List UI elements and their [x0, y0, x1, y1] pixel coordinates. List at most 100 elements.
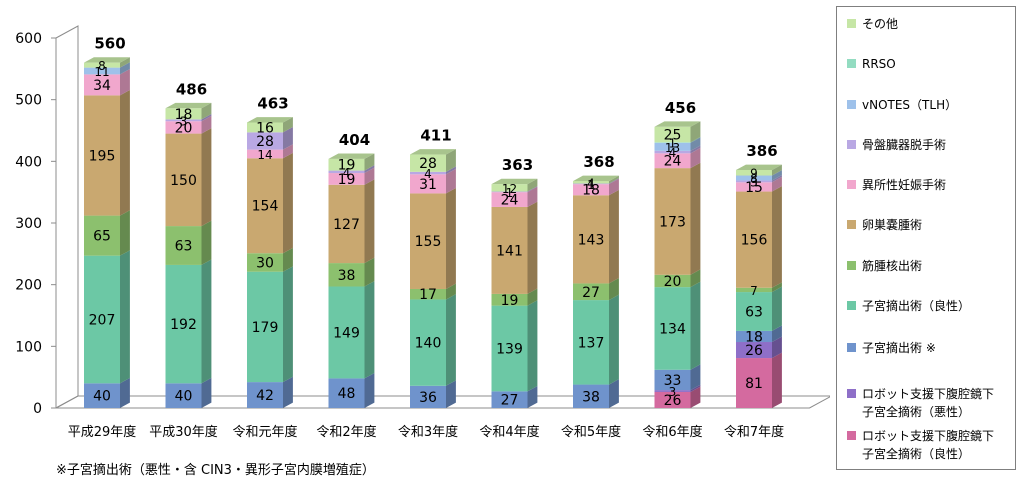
bar-side: [446, 188, 456, 289]
total-label: 404: [339, 131, 370, 149]
data-label: 7: [750, 284, 758, 298]
legend-label: ロボット支援下腹腔鏡下 子宮全摘術（悪性）: [862, 387, 995, 419]
bar-side: [772, 336, 782, 359]
bar-segment: [654, 121, 701, 143]
bar-segment: [247, 117, 293, 133]
y-tick-label: 600: [15, 31, 42, 47]
bar-segment: [165, 377, 212, 408]
bar-side: [283, 117, 293, 133]
footnote: ※子宮摘出術（悪性・含 CIN3・異形子宮内膜増殖症）: [56, 463, 375, 478]
bar-side: [690, 136, 701, 143]
bar-side: [772, 176, 782, 192]
bar-front: [491, 206, 528, 294]
data-label: 27: [501, 393, 519, 409]
bar-front: [84, 215, 120, 256]
bar-side: [120, 250, 130, 384]
legend-label: vNOTES（TLH）: [862, 98, 958, 112]
data-label: 1: [669, 137, 677, 151]
bar-front: [247, 271, 283, 383]
bar-side: [772, 282, 782, 293]
bar-side: [283, 126, 293, 150]
bar-segment: [84, 62, 130, 75]
bar-top: [165, 102, 212, 109]
bar-front: [410, 288, 446, 300]
data-label: 8: [98, 59, 106, 73]
bar-front: [165, 383, 202, 408]
bar-side: [201, 115, 212, 134]
data-label: 36: [419, 390, 437, 406]
x-tick-label: 令和6年度: [642, 424, 702, 440]
bar-segment: [165, 220, 212, 265]
data-label: 20: [664, 274, 682, 290]
legend-label: その他: [862, 17, 899, 31]
legend-swatch: [847, 100, 856, 109]
bar-front: [573, 384, 609, 408]
bar-segment: [84, 210, 130, 256]
bar-segment: [247, 247, 293, 272]
bar-side: [609, 178, 619, 196]
data-label: 40: [175, 389, 193, 405]
x-tick-label: 令和5年度: [561, 424, 621, 440]
bar-front: [328, 263, 365, 287]
data-label: 8: [750, 172, 758, 186]
data-label: 139: [496, 341, 523, 357]
data-label: 19: [501, 293, 519, 309]
bar-segment: [491, 186, 538, 207]
legend-item: 異所性妊娠手術: [847, 176, 946, 194]
data-label: 63: [175, 239, 193, 255]
data-label: 25: [664, 128, 682, 144]
data-label: 42: [256, 388, 274, 404]
data-label: 26: [664, 393, 682, 409]
legend-item: 卵巣嚢腫術: [847, 216, 922, 234]
data-label: 40: [93, 389, 111, 405]
bar-segment: [491, 178, 538, 192]
bar-front: [491, 192, 528, 207]
bar-side: [201, 220, 212, 265]
bar-front: [654, 391, 691, 408]
bar-side: [527, 178, 538, 192]
bar-front: [573, 181, 609, 184]
bar-front: [736, 169, 772, 176]
data-label: 30: [256, 255, 274, 271]
bar-front: [165, 133, 202, 227]
bar-segment: [654, 147, 701, 169]
bar-side: [364, 281, 375, 379]
bar-segment: [736, 325, 782, 343]
bar-segment: [736, 164, 782, 176]
bar-side: [772, 164, 782, 176]
x-tick-label: 令和元年度: [232, 424, 297, 440]
data-label: 155: [415, 234, 442, 250]
data-label: 127: [333, 217, 360, 233]
data-label: 33: [664, 373, 682, 389]
bar-side: [120, 89, 130, 216]
legend-item: RRSO: [847, 55, 896, 73]
legend-item: 子宮摘出術 ※: [847, 339, 936, 357]
bar-segment: [84, 68, 130, 96]
bar-segment: [165, 102, 212, 120]
bar-segment: [736, 176, 782, 192]
bar-front: [654, 390, 691, 392]
bar-side: [120, 62, 130, 75]
y-tick-label: 0: [33, 401, 42, 417]
floor: [55, 395, 830, 409]
bar-side: [690, 121, 701, 143]
data-label: 179: [252, 320, 279, 336]
bar-segment: [84, 89, 130, 216]
legend-swatch: [847, 19, 856, 28]
data-label: 31: [419, 177, 437, 193]
bar-side: [690, 269, 701, 288]
bar-side: [201, 102, 212, 120]
bar-segment: [654, 386, 701, 408]
bar-segment: [491, 288, 538, 306]
bar-front: [410, 385, 446, 408]
bar-front: [736, 191, 772, 288]
bar-side: [609, 379, 619, 408]
legend-label: 子宮摘出術 ※: [862, 341, 936, 355]
bar-top: [410, 149, 456, 155]
bar-segment: [410, 149, 456, 172]
data-label: 207: [89, 313, 116, 329]
x-tick-label: 令和2年度: [316, 424, 376, 440]
bar-front: [736, 342, 772, 359]
bar-segment: [654, 136, 701, 143]
data-label: 4: [587, 176, 595, 190]
